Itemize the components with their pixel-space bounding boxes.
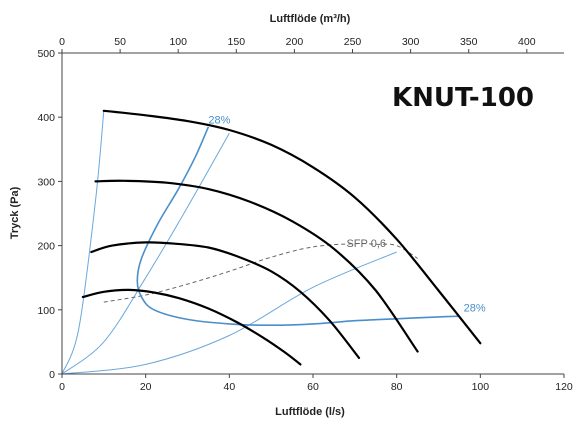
sfp-curve-line [103,243,418,303]
top-axis-ticks: 0 50 100 150 200 250 300 350 400 [59,36,536,53]
system-curve-line [61,110,105,375]
annotations: 28% 28% SFP 0,6 [208,115,485,315]
axes: 0 20 40 60 80 100 120 0 100 200 300 400 500 0 50 100 1… [37,36,572,393]
top-tick-label: 400 [518,36,536,48]
fan-curve-line [102,109,482,345]
top-tick-label: 100 [169,36,187,48]
chart-title: KNUT-100 [392,83,534,113]
y-tick-label: 100 [37,305,55,317]
x-tick-label: 120 [555,381,573,393]
top-axis-label: Luftflöde (m³/h) [270,13,351,25]
plot-frame [62,53,564,374]
top-tick-label: 300 [402,36,420,48]
y-axis-label: Tryck (Pa) [9,186,21,239]
x-tick-label: 60 [307,381,319,393]
top-tick-label: 0 [59,36,65,48]
x-tick-label: 0 [59,381,65,393]
curve-annotation: 28% [464,303,486,315]
y-tick-label: 0 [49,369,55,381]
curve-annotation: SFP 0,6 [346,238,386,250]
y-axis-ticks: 0 100 200 300 400 500 [37,48,62,381]
x-tick-label: 40 [223,381,235,393]
y-tick-label: 300 [37,176,55,188]
plot-area: 28% 28% SFP 0,6 [61,53,564,375]
x-tick-label: 20 [140,381,152,393]
fan-curve-line [81,288,302,366]
top-tick-label: 250 [344,36,362,48]
top-tick-label: 350 [460,36,478,48]
x-tick-label: 80 [391,381,403,393]
fan-curve-line [90,241,361,359]
sfp-curve [103,243,418,303]
efficiency-curves [136,126,460,327]
x-axis-label: Luftflöde (l/s) [275,406,345,418]
fan-curves [81,109,482,366]
curve-annotation: 28% [208,115,230,127]
top-tick-label: 200 [286,36,304,48]
top-tick-label: 150 [228,36,246,48]
fan-curve-line [94,179,419,353]
efficiency-curve-line [136,126,460,327]
system-curve-line [61,251,397,375]
system-curve-line [61,133,230,375]
y-tick-label: 400 [37,112,55,124]
y-tick-label: 500 [37,48,55,60]
x-tick-label: 100 [472,381,490,393]
system-curves [61,110,397,375]
x-axis-ticks: 0 20 40 60 80 100 120 [59,374,573,393]
y-tick-label: 200 [37,241,55,253]
top-tick-label: 50 [114,36,126,48]
